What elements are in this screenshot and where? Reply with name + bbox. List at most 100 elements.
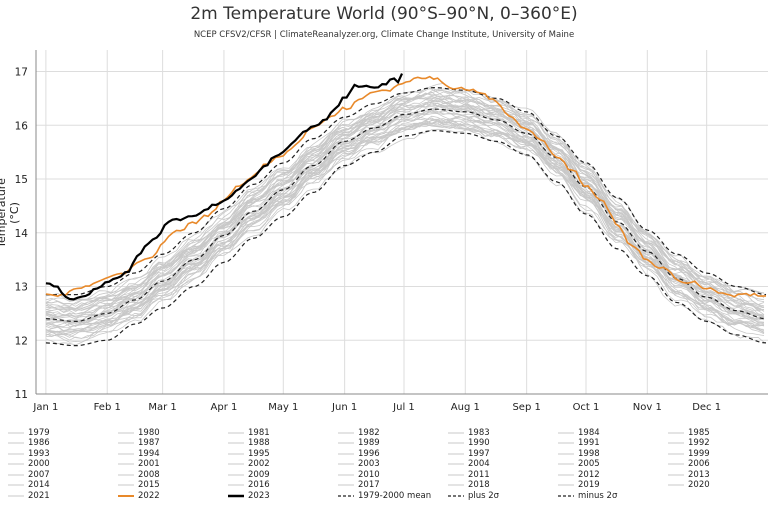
legend-item[interactable]: 1998 — [558, 448, 600, 459]
legend-swatch — [558, 453, 574, 454]
legend-item[interactable]: 1996 — [338, 448, 380, 459]
legend-item[interactable]: 1987 — [118, 438, 160, 449]
legend-item[interactable]: 2007 — [8, 469, 50, 480]
legend-label: 1999 — [688, 448, 710, 459]
legend-item[interactable]: 1988 — [228, 438, 270, 449]
legend-item[interactable]: 1991 — [558, 438, 600, 449]
series-line-2022 — [45, 75, 767, 298]
legend-item[interactable]: plus 2σ — [448, 490, 499, 501]
legend-label: 2009 — [248, 469, 270, 480]
legend-item[interactable]: 1985 — [668, 427, 710, 438]
legend-item[interactable]: 2018 — [448, 480, 490, 491]
legend-label: 1990 — [468, 438, 490, 448]
legend-swatch — [558, 484, 574, 486]
legend-item[interactable]: 2001 — [118, 459, 160, 470]
legend-label: 2021 — [28, 490, 50, 501]
legend-label: 1979-2000 mean — [358, 490, 432, 501]
year-line-1983 — [45, 118, 765, 336]
x-tick-label: Jun 1 — [331, 402, 357, 413]
legend-item[interactable]: 2012 — [558, 469, 600, 480]
legend-item[interactable]: 2002 — [228, 459, 270, 470]
x-tick-label: Dec 1 — [692, 402, 721, 413]
legend-swatch — [8, 442, 24, 444]
legend-item[interactable]: 2022 — [118, 490, 160, 501]
legend-swatch — [118, 432, 134, 433]
legend-item[interactable]: 1993 — [8, 448, 50, 459]
legend-item[interactable]: 2004 — [448, 459, 490, 470]
legend-swatch — [8, 453, 24, 454]
legend-item[interactable]: 2015 — [118, 480, 160, 491]
legend-item[interactable]: 1982 — [338, 427, 380, 438]
legend-label: 1981 — [248, 427, 270, 438]
legend-label: 2012 — [578, 469, 600, 480]
year-line-2005 — [45, 99, 765, 322]
legend-item[interactable]: 2009 — [228, 469, 270, 480]
legend-item[interactable]: 1999 — [668, 448, 710, 459]
legend-item[interactable]: 2016 — [228, 480, 270, 491]
legend-item[interactable]: 1981 — [228, 427, 270, 438]
legend-item[interactable]: 2021 — [8, 490, 50, 501]
legend-swatch — [558, 463, 574, 465]
year-line-2018 — [45, 92, 765, 312]
legend-label: plus 2σ — [468, 490, 500, 501]
legend-item[interactable]: 2010 — [338, 469, 380, 480]
legend-label: 2020 — [688, 480, 710, 490]
legend-item[interactable]: 2019 — [558, 480, 600, 491]
legend-item[interactable]: 1990 — [448, 438, 490, 449]
legend-item[interactable]: 2017 — [338, 480, 380, 491]
legend-item[interactable]: 1979-2000 mean — [338, 490, 431, 501]
legend-label: 1983 — [468, 427, 490, 438]
legend-item[interactable]: 1992 — [668, 438, 710, 449]
legend-item[interactable]: 1980 — [118, 427, 160, 438]
legend-swatch — [228, 432, 244, 433]
y-tick-label: 13 — [15, 282, 28, 294]
legend-item[interactable]: 2003 — [338, 459, 380, 470]
legend-item[interactable]: 2011 — [448, 469, 490, 480]
legend-label: 1985 — [688, 427, 710, 438]
legend-label: 2019 — [578, 480, 600, 490]
legend-label: 1989 — [358, 438, 380, 448]
x-tick-label: Jan 1 — [32, 402, 58, 413]
x-tick-label: Mar 1 — [148, 402, 176, 413]
legend-swatch — [228, 453, 244, 454]
legend-item[interactable]: 2005 — [558, 459, 600, 470]
chart-title: 2m Temperature World (90°S–90°N, 0–360°E… — [190, 4, 578, 24]
y-tick-label: 15 — [15, 174, 28, 186]
legend-label: 1993 — [28, 448, 50, 459]
legend-item[interactable]: 1984 — [558, 427, 600, 438]
series-line-1979-2000-mean — [45, 108, 767, 322]
legend-item[interactable]: 2013 — [668, 469, 710, 480]
legend-label: 2011 — [468, 469, 490, 480]
legend-item[interactable]: 1989 — [338, 438, 380, 449]
legend-item[interactable]: minus 2σ — [558, 490, 617, 501]
legend-item[interactable]: 1997 — [448, 448, 490, 459]
legend-label: minus 2σ — [578, 490, 618, 501]
highlight-lines — [45, 73, 767, 347]
legend-label: 2015 — [138, 480, 160, 490]
legend-item[interactable]: 1994 — [118, 448, 160, 459]
legend-swatch — [448, 432, 464, 433]
legend-swatch — [8, 432, 24, 433]
legend-swatch — [228, 463, 244, 465]
legend-item[interactable]: 2000 — [8, 459, 50, 470]
legend-label: 1996 — [358, 448, 380, 459]
legend-item[interactable]: 2006 — [668, 459, 710, 470]
legend-swatch — [448, 463, 464, 465]
legend-item[interactable]: 2023 — [228, 490, 270, 501]
year-line-2019 — [45, 89, 765, 302]
series-line-2023 — [45, 73, 403, 301]
legend-item[interactable]: 1995 — [228, 448, 270, 459]
legend-swatch — [338, 442, 354, 444]
legend-swatch — [118, 484, 134, 486]
legend-item[interactable]: 1983 — [448, 427, 490, 438]
legend-item[interactable]: 1986 — [8, 438, 50, 449]
legend-swatch — [118, 494, 134, 497]
legend-item[interactable]: 1979 — [8, 427, 50, 438]
legend-label: 2013 — [688, 469, 710, 480]
legend-swatch — [8, 495, 24, 496]
legend-item[interactable]: 2014 — [8, 480, 50, 491]
year-line-2015 — [45, 87, 765, 307]
legend-label: 2016 — [248, 480, 270, 490]
legend-item[interactable]: 2020 — [668, 480, 710, 491]
legend-item[interactable]: 2008 — [118, 469, 160, 480]
